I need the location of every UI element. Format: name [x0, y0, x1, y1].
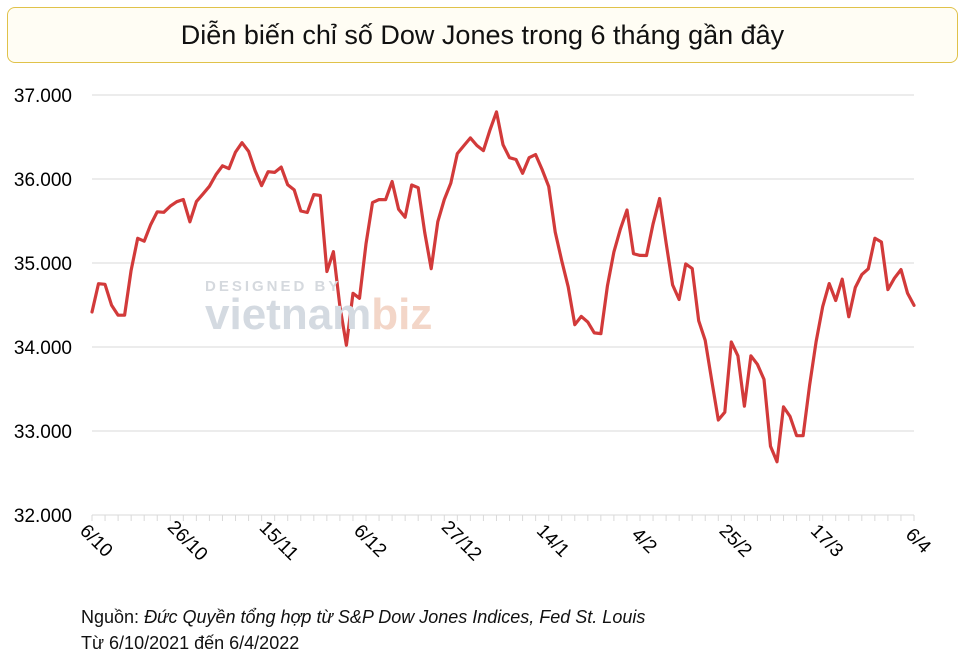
y-tick-label: 34.000	[14, 338, 72, 359]
y-tick-label: 36.000	[14, 170, 72, 191]
y-tick-label: 32.000	[14, 506, 72, 527]
x-tick-label: 4/2	[627, 524, 661, 558]
series-group	[90, 110, 916, 464]
x-tick-label: 6/4	[901, 524, 935, 558]
date-range: Từ 6/10/2021 đến 6/4/2022	[81, 633, 300, 653]
title-box: Diễn biến chỉ số Dow Jones trong 6 tháng…	[7, 7, 958, 63]
source-note: Nguồn: Đức Quyền tổng hợp từ S&P Dow Jon…	[81, 604, 645, 656]
y-tick-label: 35.000	[14, 254, 72, 275]
gridlines	[92, 94, 914, 516]
source-line: Nguồn: Đức Quyền tổng hợp từ S&P Dow Jon…	[81, 604, 645, 630]
x-tick-label: 25/2	[715, 521, 756, 562]
x-tick-label: 26/10	[163, 517, 211, 565]
source-label: Nguồn:	[81, 607, 140, 627]
x-tick-label: 27/12	[437, 517, 485, 565]
y-tick-label: 37.000	[14, 86, 72, 107]
y-axis: 32.000 33.000 34.000 35.000 36.000 37.000	[14, 86, 72, 527]
series-line-dow-jones	[90, 110, 916, 464]
chart-title: Diễn biến chỉ số Dow Jones trong 6 tháng…	[180, 19, 785, 50]
y-tick-label: 33.000	[14, 422, 72, 443]
x-tick-label: 6/10	[75, 521, 116, 562]
x-tick-label: 15/11	[255, 517, 302, 564]
x-axis	[91, 514, 915, 521]
x-tick-labels: 6/10 26/10 15/11 6/12 27/12 14/1 4/2 25/2 17/3 6/…	[75, 517, 935, 565]
x-tick-label: 6/12	[349, 521, 390, 562]
source-body: Đức Quyền tổng hợp từ S&P Dow Jones Indi…	[144, 607, 646, 627]
x-tick-label: 14/1	[532, 521, 573, 562]
x-tick-label: 17/3	[806, 521, 847, 562]
